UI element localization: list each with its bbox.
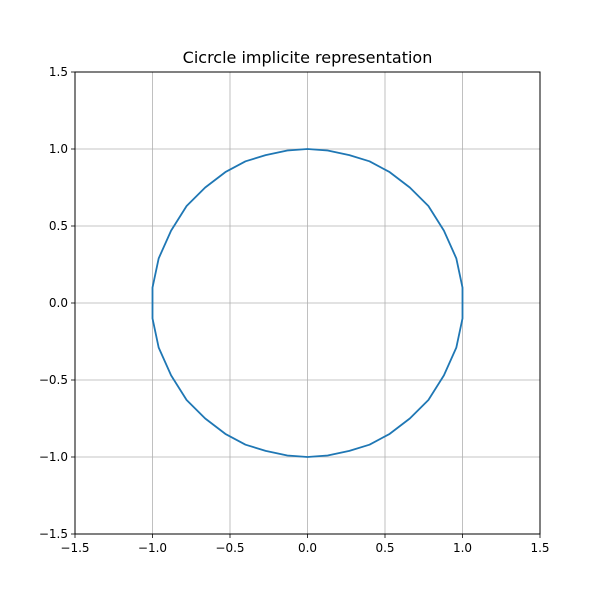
y-tick-label: −1.0 xyxy=(39,450,68,464)
x-tick-label: 1.5 xyxy=(530,541,549,555)
x-tick-label: −1.0 xyxy=(138,541,167,555)
grid-lines xyxy=(74,71,541,535)
x-tick-label: 0.5 xyxy=(375,541,394,555)
y-tick-label: −1.5 xyxy=(39,527,68,541)
x-tick-label: 0.0 xyxy=(298,541,317,555)
x-tick-labels: −1.5 −1.0 −0.5 0.0 0.5 1.0 1.5 xyxy=(60,541,549,555)
x-tick-label: −0.5 xyxy=(215,541,244,555)
series-line-0 xyxy=(151,148,464,458)
y-tick-label: 1.5 xyxy=(49,65,68,79)
x-tick-label: −1.5 xyxy=(60,541,89,555)
y-tick-label: 0.0 xyxy=(49,296,68,310)
tick-marks xyxy=(71,71,541,538)
y-tick-labels: −1.5 −1.0 −0.5 0.0 0.5 1.0 1.5 xyxy=(39,65,68,541)
x-tick-label: 1.0 xyxy=(453,541,472,555)
chart-title: Cicrcle implicite representation xyxy=(182,48,433,67)
series-layer xyxy=(151,148,464,458)
y-tick-label: 1.0 xyxy=(49,142,68,156)
y-tick-label: 0.5 xyxy=(49,219,68,233)
y-tick-label: −0.5 xyxy=(39,373,68,387)
